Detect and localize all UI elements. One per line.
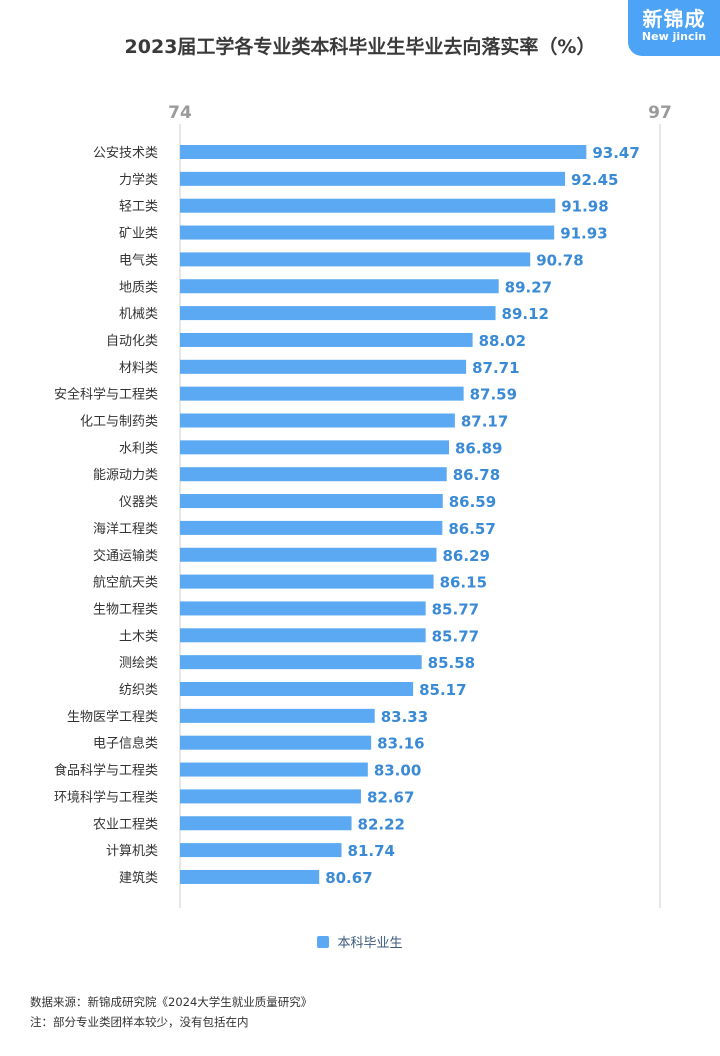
category-label: 化工与制药类 xyxy=(80,415,158,430)
brand-logo-en: New jincin xyxy=(641,30,707,43)
note-line: 注：部分专业类团样本较少，没有包括在内 xyxy=(30,1015,249,1029)
data-label: 86.15 xyxy=(440,574,487,592)
bar xyxy=(180,789,361,804)
data-label: 86.57 xyxy=(448,520,495,538)
data-label: 87.59 xyxy=(470,386,517,404)
data-label: 90.78 xyxy=(536,251,583,269)
bar xyxy=(180,494,443,509)
bar xyxy=(180,547,437,562)
category-label: 测绘类 xyxy=(119,656,158,671)
data-label: 81.74 xyxy=(348,842,395,860)
data-label: 82.67 xyxy=(367,788,414,806)
category-label: 自动化类 xyxy=(106,334,158,349)
data-label: 89.12 xyxy=(502,305,549,323)
bar xyxy=(180,682,414,696)
data-label: 86.59 xyxy=(449,493,496,511)
legend-label: 本科毕业生 xyxy=(337,936,403,951)
bar xyxy=(180,628,426,643)
data-label: 83.33 xyxy=(381,708,428,726)
category-label: 水利类 xyxy=(119,441,158,456)
bar xyxy=(180,198,556,213)
bar xyxy=(180,655,422,670)
brand-logo-cn: 新锦成 xyxy=(642,7,706,31)
data-label: 87.17 xyxy=(461,413,508,431)
brand-logo: 新锦成 New jincin xyxy=(628,0,720,56)
bar xyxy=(180,708,375,723)
data-label: 82.22 xyxy=(358,815,405,833)
data-label: 87.71 xyxy=(472,359,519,377)
category-label: 轻工类 xyxy=(119,200,158,215)
data-label: 83.16 xyxy=(377,735,424,753)
category-label: 交通运输类 xyxy=(93,548,158,564)
data-label: 88.02 xyxy=(479,332,526,350)
source-line: 数据来源：新锦成研究院《2024大学生就业质量研究》 xyxy=(30,995,313,1009)
bar xyxy=(180,843,342,858)
bar xyxy=(180,145,587,159)
bar xyxy=(180,467,447,482)
category-label: 纺织类 xyxy=(119,683,158,698)
category-label: 矿业类 xyxy=(119,227,158,242)
data-label: 80.67 xyxy=(325,869,372,887)
category-label: 海洋工程类 xyxy=(93,522,158,537)
data-label: 85.58 xyxy=(428,654,475,672)
data-label: 85.17 xyxy=(419,681,466,699)
category-label: 环境科学与工程类 xyxy=(54,789,158,805)
data-label: 85.77 xyxy=(432,600,479,618)
data-label: 91.98 xyxy=(561,198,608,216)
data-label: 86.78 xyxy=(453,466,500,484)
data-label: 86.89 xyxy=(455,439,502,457)
bar xyxy=(180,225,555,240)
category-label: 电气类 xyxy=(119,252,158,268)
bar xyxy=(180,816,352,831)
category-label: 公安技术类 xyxy=(93,146,158,161)
data-label: 91.93 xyxy=(560,225,607,243)
x-tick-label: 74 xyxy=(168,103,192,123)
source-notes: 数据来源：新锦成研究院《2024大学生就业质量研究》 注：部分专业类团样本较少，… xyxy=(30,992,312,1032)
x-tick-label: 97 xyxy=(648,103,672,123)
bar xyxy=(180,735,372,750)
bar xyxy=(180,252,531,267)
category-label: 机械类 xyxy=(119,307,158,322)
bar xyxy=(180,413,455,428)
category-label: 生物医学工程类 xyxy=(67,709,158,725)
category-label: 计算机类 xyxy=(106,844,158,859)
data-label: 86.29 xyxy=(442,547,489,565)
data-label: 93.47 xyxy=(592,144,639,162)
data-label: 92.45 xyxy=(571,171,618,189)
bar xyxy=(180,332,473,347)
category-label: 地质类 xyxy=(119,280,158,295)
category-label: 安全科学与工程类 xyxy=(54,387,158,403)
category-label: 生物工程类 xyxy=(93,602,158,617)
category-label: 土木类 xyxy=(119,629,158,644)
bar xyxy=(180,762,368,777)
data-label: 83.00 xyxy=(374,762,421,780)
data-label: 85.77 xyxy=(432,627,479,645)
bar xyxy=(180,279,499,294)
bar xyxy=(180,601,426,616)
chart-title: 2023届工学各专业类本科毕业生毕业去向落实率（%） xyxy=(124,36,596,58)
category-label: 食品科学与工程类 xyxy=(54,763,158,779)
category-label: 电子信息类 xyxy=(93,736,158,752)
bar xyxy=(180,440,450,455)
bar xyxy=(180,386,464,401)
category-label: 航空航天类 xyxy=(93,575,158,591)
bar xyxy=(180,171,566,186)
bar xyxy=(180,869,320,884)
category-label: 力学类 xyxy=(119,172,158,188)
bar xyxy=(180,306,496,321)
category-label: 材料类 xyxy=(119,361,158,376)
legend-swatch xyxy=(317,935,330,948)
data-label: 89.27 xyxy=(505,278,552,296)
bar xyxy=(180,359,467,374)
chart-legend: 本科毕业生 xyxy=(0,932,720,951)
category-label: 仪器类 xyxy=(119,495,158,510)
bar xyxy=(180,574,434,589)
category-label: 农业工程类 xyxy=(93,817,158,832)
category-label: 能源动力类 xyxy=(93,468,158,483)
category-label: 建筑类 xyxy=(119,870,158,886)
bar xyxy=(180,520,443,535)
